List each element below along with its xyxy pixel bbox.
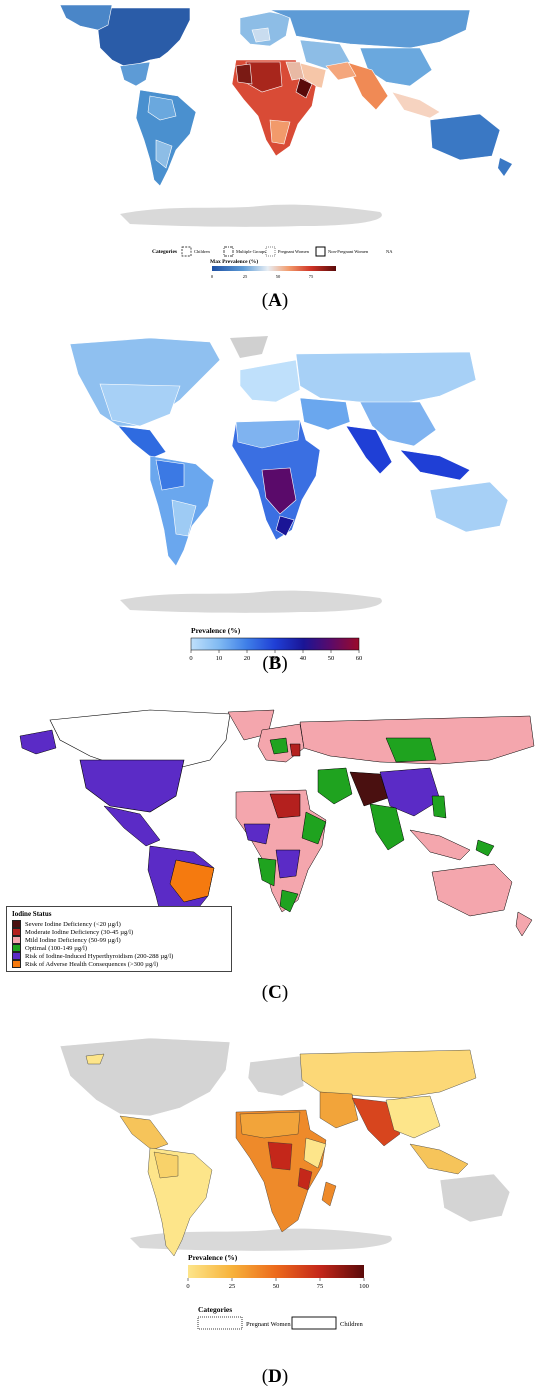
legend-c-label-0: Severe Iodine Deficiency (<20 µg/l) — [25, 920, 121, 928]
legend-c-swatch-5 — [12, 960, 21, 968]
legend-c-item: Severe Iodine Deficiency (<20 µg/l) — [12, 920, 226, 928]
world-map-b — [69, 336, 509, 613]
legend-a-na: NA — [386, 249, 393, 254]
legend-d-tick-label: 100 — [359, 1283, 369, 1290]
legend-d-cat-1: Children — [340, 1321, 363, 1328]
legend-b-colorbar — [190, 637, 360, 651]
legend-b-tick-label: 0 — [189, 655, 192, 662]
legend-d-cat-swatch-0 — [197, 1316, 243, 1330]
legend-d-categories-title: Categories — [198, 1305, 232, 1314]
legend-a-categories-title: Categories — [152, 249, 177, 255]
legend-c-item: Risk of Iodine-Induced Hyperthyroidism (… — [12, 952, 226, 960]
legend-c: Iodine Status Severe Iodine Deficiency (… — [6, 906, 232, 972]
legend-c-swatch-3 — [12, 944, 21, 952]
panel-label-b: (B) — [262, 653, 288, 674]
legend-a-scale-title: Max Prevalence (%) — [210, 258, 258, 265]
legend-b-tick-label: 40 — [300, 655, 307, 662]
legend-d-colorbar — [188, 1265, 364, 1278]
legend-d-tick-label: 75 — [317, 1283, 324, 1290]
panel-label-a: (A) — [261, 290, 289, 311]
legend-d: Prevalence (%) 0 25 50 75 100 Categories Pre… — [186, 1253, 369, 1330]
panel-label-d: (D) — [261, 1366, 289, 1387]
legend-c-label-4: Risk of Iodine-Induced Hyperthyroidism (… — [25, 952, 174, 960]
legend-b-tick-label: 50 — [328, 655, 335, 662]
legend-c-item: Optimal (100-149 µg/l) — [12, 944, 226, 952]
legend-c-swatch-2 — [12, 936, 21, 944]
legend-a-cat-2: Pregnant Women — [278, 249, 310, 254]
legend-a-tick-3: 75 — [309, 274, 314, 279]
legend-a-cat-0: Children — [194, 249, 210, 254]
legend-b-title: Prevalence (%) — [191, 626, 241, 635]
legend-c-label-5: Risk of Adverse Health Consequences (>30… — [25, 960, 159, 968]
legend-d-cat-swatch-1 — [291, 1316, 337, 1330]
legend-d-tick-label: 50 — [273, 1283, 280, 1290]
legend-b-tick-label: 60 — [356, 655, 363, 662]
legend-d-tick-label: 25 — [229, 1283, 236, 1290]
legend-a-cat-1: Multiple Groups — [236, 249, 266, 254]
panel-d: Prevalence (%) 0 25 50 75 100 Categories Pre… — [0, 1030, 550, 1395]
legend-a: Categories Children Multiple Groups Preg… — [152, 246, 393, 279]
legend-b: Prevalence (%) 0 10 20 30 40 50 60 — [189, 626, 363, 662]
panel-label-c: (C) — [261, 982, 289, 1003]
panel-b: Prevalence (%) 0 10 20 30 40 50 60 (B) — [0, 330, 550, 690]
legend-d-cat-0: Pregnant Women — [246, 1321, 291, 1328]
legend-c-label-2: Mild Iodine Deficiency (50-99 µg/l) — [25, 936, 121, 944]
world-map-d — [59, 1037, 511, 1257]
legend-c-item: Moderate Iodine Deficiency (30-45 µg/l) — [12, 928, 226, 936]
legend-b-tick-label: 20 — [244, 655, 251, 662]
panel-c: Iodine Status Severe Iodine Deficiency (… — [0, 700, 550, 1030]
legend-a-tick-0: 0 — [211, 274, 214, 279]
legend-c-label-3: Optimal (100-149 µg/l) — [25, 944, 88, 952]
world-map-a — [59, 4, 512, 227]
legend-c-swatch-1 — [12, 928, 21, 936]
legend-d-title: Prevalence (%) — [188, 1253, 238, 1262]
legend-a-cat-3: Non-Pregnant Women — [328, 249, 369, 254]
panel-a: Categories Children Multiple Groups Preg… — [0, 0, 550, 320]
legend-c-item: Risk of Adverse Health Consequences (>30… — [12, 960, 226, 968]
legend-b-tick-label: 10 — [216, 655, 223, 662]
legend-b-tick-label: 30 — [272, 655, 279, 662]
legend-d-tick-label: 0 — [186, 1283, 189, 1290]
legend-c-title: Iodine Status — [12, 910, 52, 918]
legend-a-colorbar — [212, 266, 336, 271]
legend-a-tick-1: 25 — [243, 274, 248, 279]
legend-c-swatch-0 — [12, 920, 21, 928]
legend-a-tick-2: 50 — [276, 274, 281, 279]
legend-c-item: Mild Iodine Deficiency (50-99 µg/l) — [12, 936, 226, 944]
legend-c-label-1: Moderate Iodine Deficiency (30-45 µg/l) — [25, 928, 134, 936]
legend-c-swatch-4 — [12, 952, 21, 960]
